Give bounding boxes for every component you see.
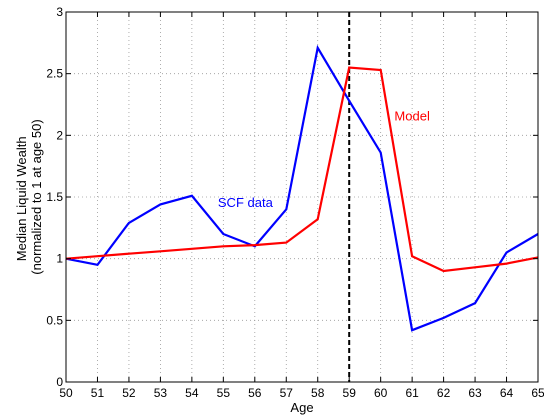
x-tick-labels: 50 51 52 53 54 55 56 57 58 59 60 61 62 63 64 65 xyxy=(59,386,544,400)
y-axis-label-line-2: (normalized to 1 at age 50) xyxy=(29,119,44,274)
x-tick-label: 53 xyxy=(154,386,168,400)
x-tick-label: 51 xyxy=(91,386,105,400)
x-tick-label: 56 xyxy=(248,386,262,400)
x-tick-label: 50 xyxy=(59,386,73,400)
y-tick-label: 1 xyxy=(56,252,63,266)
y-tick-label: 2 xyxy=(56,128,63,142)
x-tick-label: 62 xyxy=(437,386,451,400)
series-annotations: SCF data Model xyxy=(218,109,430,210)
series-line-model xyxy=(65,66,539,273)
y-tick-label: 3 xyxy=(56,5,63,19)
x-tick-label: 64 xyxy=(500,386,514,400)
y-axis-label-line-1: Median Liquid Wealth xyxy=(14,136,29,261)
x-tick-label: 61 xyxy=(405,386,419,400)
y-tick-label: 1.5 xyxy=(46,190,63,204)
x-tick-label: 57 xyxy=(280,386,294,400)
x-tick-label: 52 xyxy=(122,386,136,400)
y-tick-label: 0 xyxy=(56,375,63,389)
y-axis-label: Median Liquid Wealth (normalized to 1 at… xyxy=(14,119,44,274)
x-tick-label: 54 xyxy=(185,386,199,400)
grid xyxy=(66,12,538,382)
x-axis-label: Age xyxy=(290,400,313,415)
x-tick-label: 60 xyxy=(374,386,388,400)
annotation-model: Model xyxy=(394,109,430,124)
y-tick-labels: 0 0.5 1 1.5 2 2.5 3 xyxy=(46,5,63,389)
y-tick-label: 2.5 xyxy=(46,67,63,81)
annotation-scf-data: SCF data xyxy=(218,195,274,210)
y-tick-label: 0.5 xyxy=(46,313,63,327)
x-tick-label: 63 xyxy=(468,386,482,400)
x-tick-label: 65 xyxy=(531,386,544,400)
series-lines xyxy=(65,44,539,332)
axis-ticks xyxy=(65,11,539,383)
x-tick-label: 55 xyxy=(217,386,231,400)
x-tick-label: 59 xyxy=(343,386,357,400)
x-tick-label: 58 xyxy=(311,386,325,400)
series-line-scf-data xyxy=(65,44,539,332)
